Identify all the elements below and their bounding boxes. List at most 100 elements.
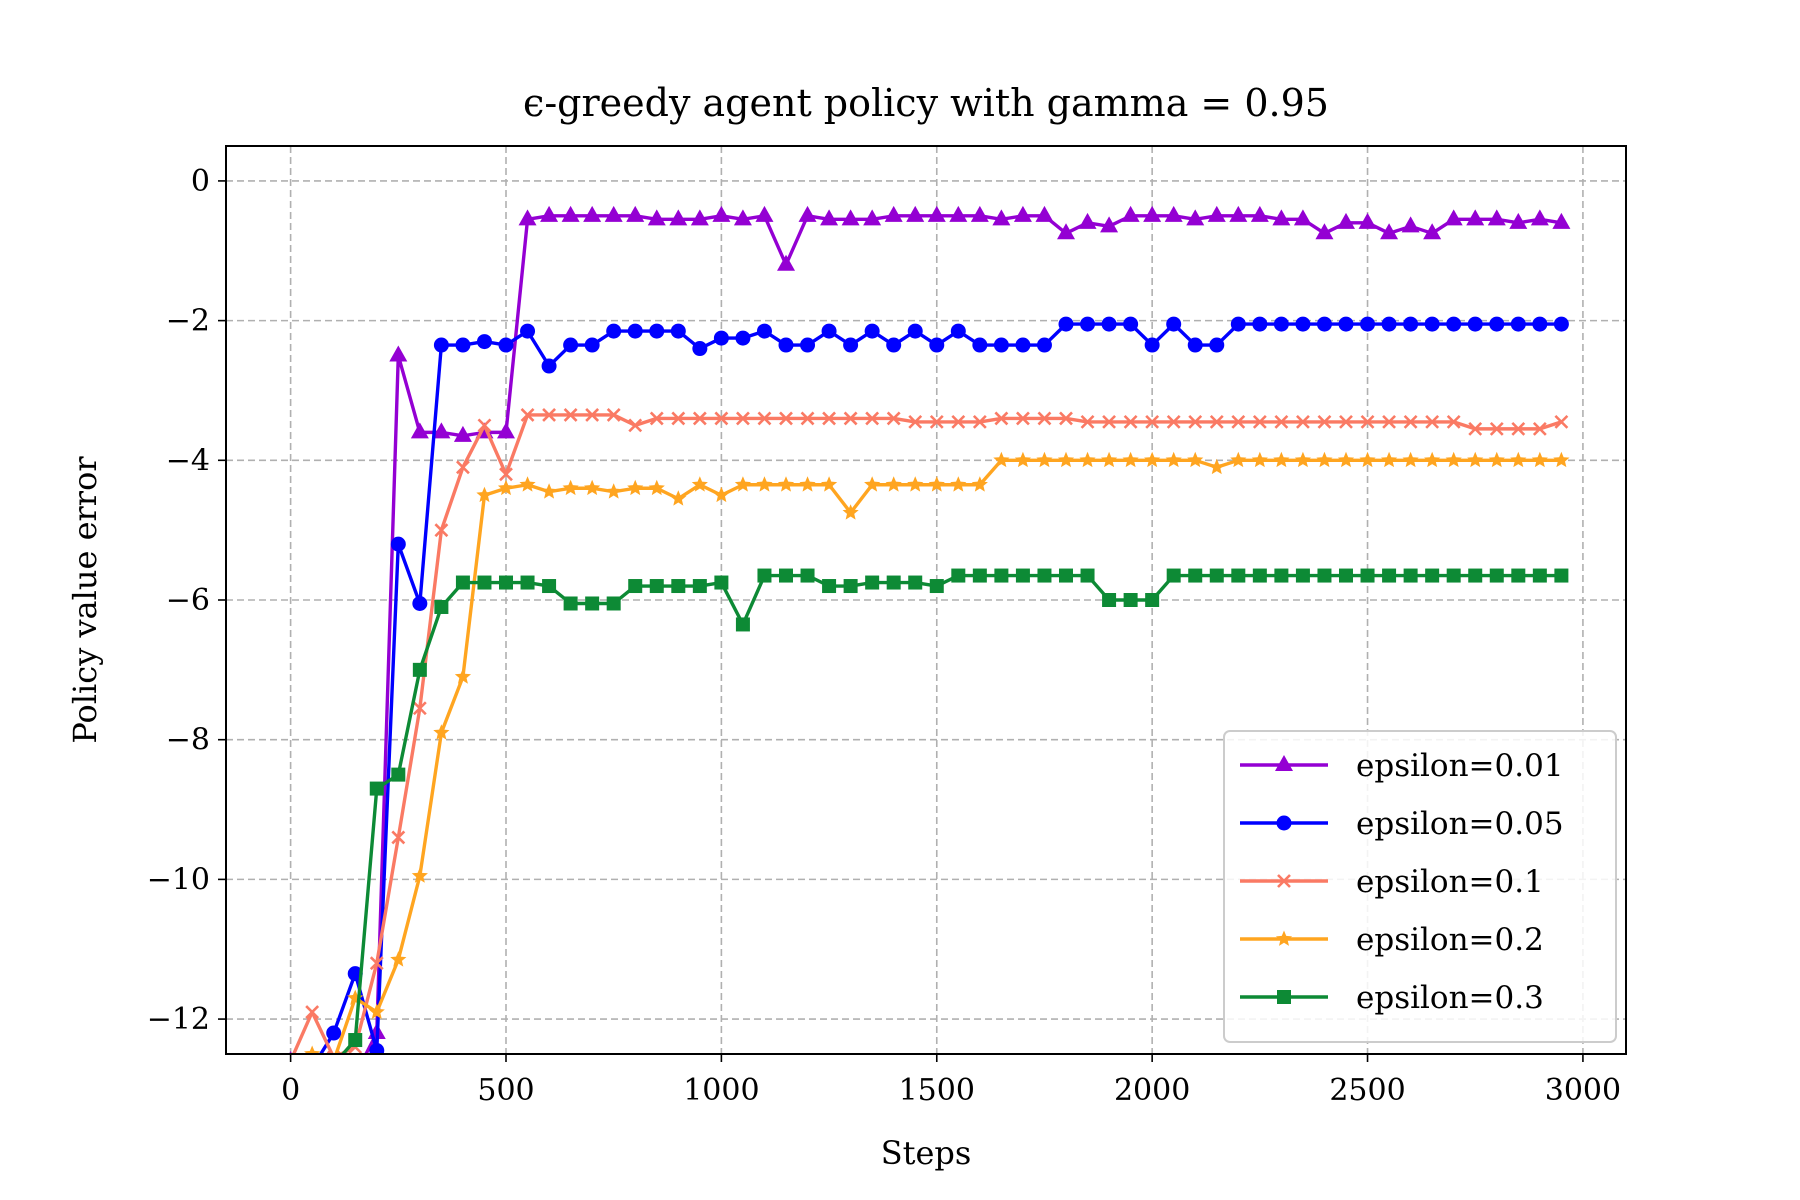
data-point: [346, 1065, 364, 1081]
data-point: [433, 337, 449, 353]
data-point: [800, 568, 815, 583]
data-point: [1251, 451, 1268, 468]
data-point: [1382, 414, 1396, 429]
data-point: [669, 209, 688, 226]
data-point: [1382, 568, 1397, 583]
data-point: [391, 767, 406, 782]
data-point: [886, 337, 902, 353]
data-point: [1317, 568, 1332, 583]
data-point: [1014, 451, 1032, 468]
data-point: [929, 414, 944, 429]
data-point: [1530, 209, 1549, 226]
data-point: [994, 411, 1009, 426]
data-point: [1487, 209, 1506, 226]
data-point: [628, 579, 643, 594]
data-point: [1446, 568, 1461, 583]
data-point: [562, 479, 579, 496]
data-point: [992, 209, 1011, 226]
data-point: [1338, 316, 1354, 332]
y-axis-label: Policy value error: [66, 456, 104, 744]
data-point: [540, 205, 559, 222]
legend-label: epsilon=0.05: [1356, 806, 1564, 842]
data-point: [1316, 316, 1332, 332]
series-epsilon=0.05: [287, 316, 1569, 1054]
data-point: [1315, 223, 1334, 240]
data-point: [1337, 212, 1355, 229]
data-point: [1446, 414, 1461, 429]
data-point: [951, 568, 966, 583]
data-point: [541, 358, 557, 374]
data-point: [563, 337, 579, 353]
data-point: [1144, 451, 1161, 468]
y-tick-label: −8: [166, 723, 210, 758]
data-point: [865, 575, 880, 590]
data-point: [820, 209, 839, 226]
x-axis-label: Steps: [881, 1134, 972, 1172]
data-point: [454, 668, 472, 684]
data-point: [1250, 205, 1269, 222]
data-point: [1166, 316, 1182, 332]
y-tick-label: −6: [166, 583, 210, 618]
series-layer: [283, 205, 1571, 1088]
data-point: [304, 1045, 321, 1054]
data-point: [432, 422, 451, 439]
data-point: [1122, 451, 1139, 468]
data-point: [518, 209, 537, 226]
data-point: [1360, 414, 1375, 429]
data-point: [822, 579, 837, 594]
data-point: [453, 425, 472, 442]
data-point: [561, 205, 580, 222]
data-point: [1403, 414, 1418, 429]
data-point: [1059, 568, 1073, 583]
data-point: [779, 411, 793, 426]
data-point: [606, 596, 621, 611]
data-point: [1468, 421, 1483, 436]
data-point: [1380, 451, 1398, 468]
series-epsilon=0.1: [291, 407, 1569, 1054]
data-point: [1554, 568, 1569, 583]
data-point: [1339, 414, 1353, 429]
data-point: [1468, 568, 1483, 583]
data-point: [455, 337, 471, 353]
data-point: [412, 662, 427, 677]
data-point: [733, 209, 752, 226]
data-point: [692, 341, 708, 357]
data-point: [1187, 337, 1203, 353]
data-point: [1057, 451, 1075, 468]
data-point: [1424, 316, 1440, 332]
data-point: [1207, 205, 1226, 222]
data-point: [1231, 568, 1246, 583]
data-point: [1102, 414, 1116, 429]
data-point: [1445, 451, 1462, 468]
data-point: [950, 476, 967, 492]
data-point: [1467, 316, 1483, 332]
data-point: [1016, 411, 1030, 426]
data-point: [325, 1072, 343, 1088]
data-point: [1531, 451, 1548, 468]
legend-item: epsilon=0.1: [1240, 864, 1544, 900]
data-point: [1123, 316, 1139, 332]
data-point: [778, 337, 794, 353]
data-point: [843, 411, 858, 426]
data-point: [585, 407, 600, 422]
data-point: [1230, 451, 1247, 468]
data-point: [1296, 414, 1310, 429]
data-point: [390, 536, 406, 552]
data-point: [1186, 209, 1205, 226]
data-point: [498, 337, 514, 353]
data-point: [1036, 337, 1052, 353]
data-point: [734, 476, 752, 492]
data-point: [1295, 316, 1311, 332]
data-point: [927, 205, 946, 222]
data-point: [1101, 316, 1117, 332]
data-point: [1424, 451, 1441, 468]
data-point: [305, 1005, 320, 1020]
data-point: [412, 701, 427, 716]
data-point: [907, 323, 923, 339]
data-point: [1209, 337, 1225, 353]
data-point: [1102, 593, 1117, 607]
data-point: [714, 411, 729, 426]
data-point: [1511, 421, 1526, 436]
data-point: [1359, 451, 1376, 468]
data-point: [433, 724, 450, 740]
